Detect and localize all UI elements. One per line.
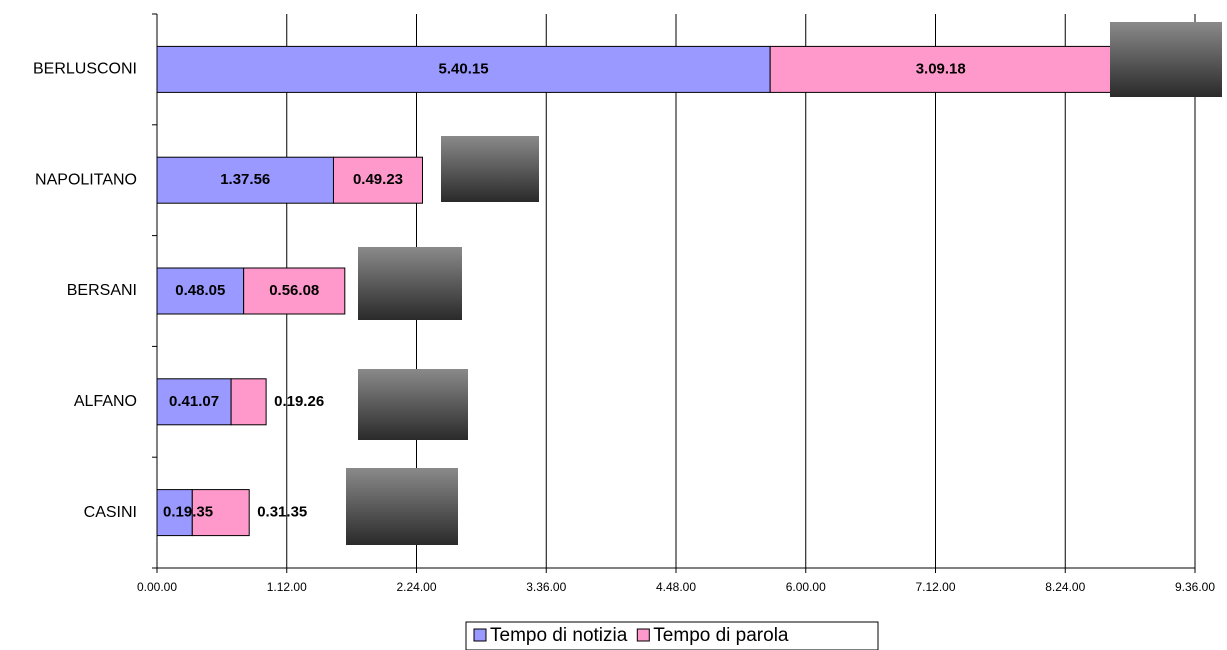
legend-box <box>465 621 879 650</box>
value-label: 0.48.05 <box>175 282 225 299</box>
bar-segment <box>156 489 193 537</box>
value-label: 5.40.15 <box>439 60 489 77</box>
value-label: 3.09.18 <box>916 60 966 77</box>
legend-swatch <box>636 628 650 642</box>
value-label: 1.37.56 <box>220 171 270 188</box>
x-tick-label: 9.36.00 <box>1175 580 1215 594</box>
value-label: 0.31.35 <box>257 504 307 521</box>
y-tick-label: NAPOLITANO <box>35 171 137 188</box>
x-tick-label: 1.12.00 <box>267 580 307 594</box>
x-tick-label: 0.00.00 <box>137 580 177 594</box>
photo <box>358 247 462 320</box>
x-tick-label: 6.00.00 <box>786 580 826 594</box>
x-tick-label: 8.24.00 <box>1045 580 1085 594</box>
value-label: 0.49.23 <box>353 171 403 188</box>
x-tick-label: 2.24.00 <box>396 580 436 594</box>
photo <box>441 136 539 202</box>
bar-segment <box>769 45 1112 93</box>
y-tick-label: ALFANO <box>74 393 137 410</box>
legend-swatch <box>473 628 487 642</box>
x-tick-label: 4.48.00 <box>656 580 696 594</box>
value-label: 0.19.26 <box>274 393 324 410</box>
y-tick-label: CASINI <box>84 504 137 521</box>
bar-segment <box>243 267 346 315</box>
bar-segment <box>156 156 334 204</box>
bar-segment <box>156 45 771 93</box>
value-label: 0.41.07 <box>169 393 219 410</box>
bar-segment <box>230 378 267 426</box>
legend-label: Tempo di parola <box>653 625 789 646</box>
y-tick-label: BERSANI <box>67 282 137 299</box>
bar-segment <box>191 489 250 537</box>
value-label: 0.19.35 <box>163 504 213 521</box>
x-tick-label: 3.36.00 <box>526 580 566 594</box>
photo <box>346 468 458 545</box>
bar-segment <box>156 378 232 426</box>
legend-label: Tempo di notizia <box>490 625 628 646</box>
photos <box>346 22 1222 545</box>
photo <box>1110 22 1222 97</box>
y-tick-label: BERLUSCONI <box>33 61 137 78</box>
x-tick-label: 7.12.00 <box>915 580 955 594</box>
photo <box>358 369 468 440</box>
bar-segment <box>332 156 423 204</box>
value-label: 0.56.08 <box>269 282 319 299</box>
